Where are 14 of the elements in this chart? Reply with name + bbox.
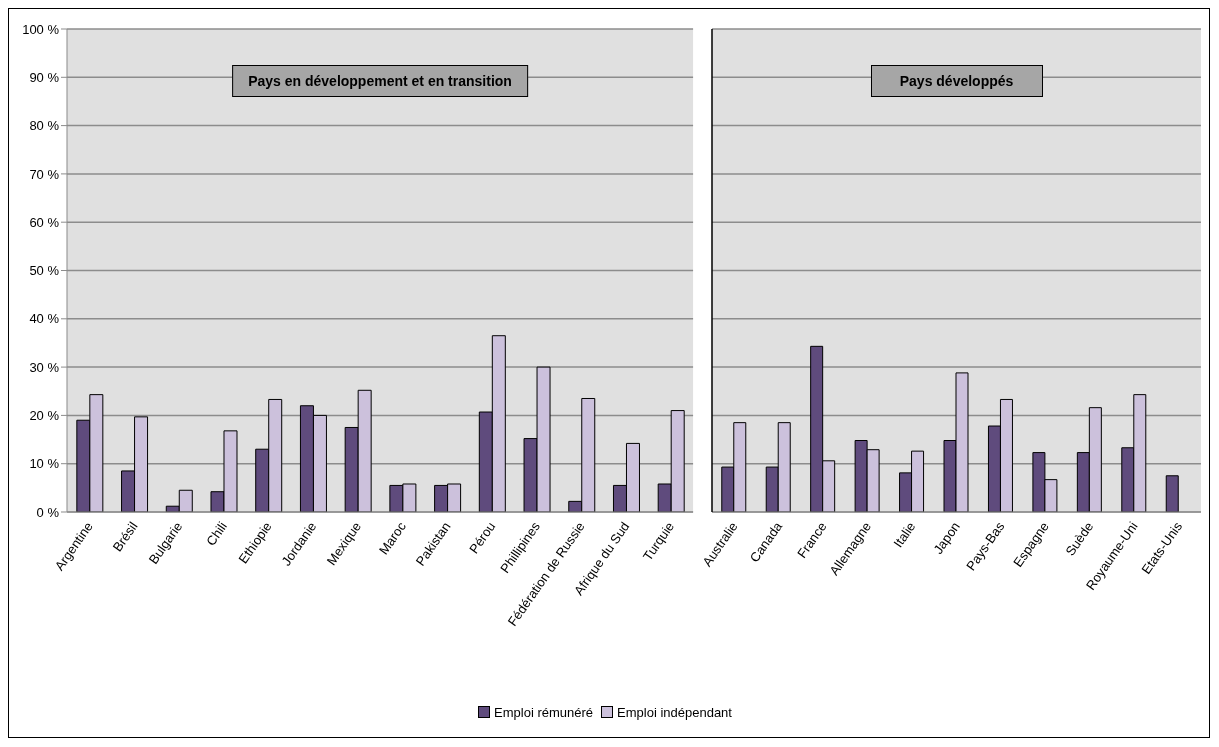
y-tick-label: 100 % <box>22 21 60 37</box>
y-tick-label: 10 % <box>29 456 60 472</box>
y-tick-label: 30 % <box>29 359 60 375</box>
y-tick-label: 50 % <box>29 263 60 279</box>
y-tick-label: 20 % <box>29 408 60 424</box>
y-tick-label: 70 % <box>29 166 60 182</box>
y-tick-label: 90 % <box>29 69 60 85</box>
y-tick-label: 40 % <box>29 311 60 327</box>
bar <box>1165 475 1179 512</box>
y-tick-label: 60 % <box>29 214 60 230</box>
y-tick-label: 80 % <box>29 118 60 134</box>
legend-label: Emploi rémunéré <box>494 704 594 720</box>
y-tick-label: 0 % <box>36 504 60 520</box>
legend-label: Emploi indépendant <box>617 704 732 720</box>
